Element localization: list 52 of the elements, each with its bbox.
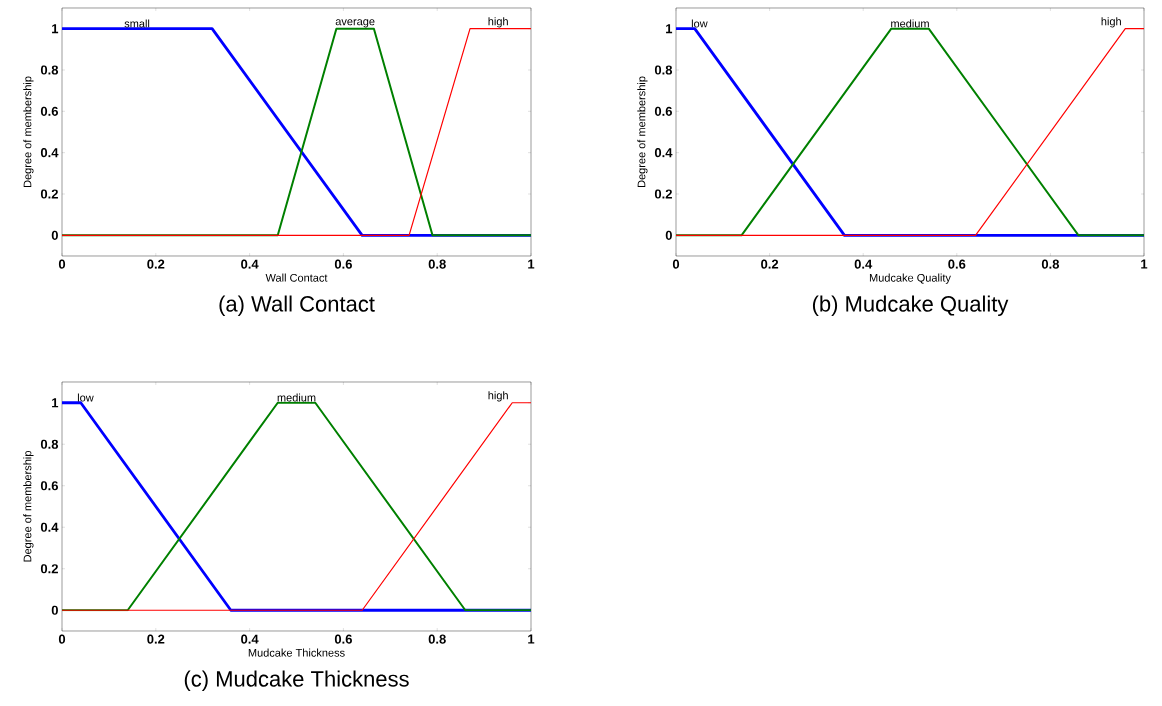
- y-tick-label: 0.4: [40, 148, 59, 158]
- x-tick-label: 1: [1141, 259, 1148, 269]
- series-label: high: [1101, 17, 1121, 28]
- x-tick-label: 1: [528, 259, 535, 269]
- y-tick-label: 0.4: [654, 148, 673, 158]
- x-tick-label: 0: [672, 259, 680, 269]
- series-label: medium: [891, 19, 929, 28]
- y-tick-label: 1: [52, 398, 59, 408]
- series-label: low: [691, 19, 708, 28]
- x-axis-title: Wall Contact: [265, 273, 328, 282]
- y-tick-label: 0: [665, 230, 672, 240]
- y-tick-label: 0.8: [40, 439, 59, 449]
- y-tick-label: 0: [51, 605, 58, 615]
- x-tick-label: 0.6: [334, 259, 352, 269]
- x-tick-label: 0.2: [147, 634, 165, 644]
- x-tick-label: 0.2: [761, 259, 779, 269]
- y-tick-label: 0.2: [40, 564, 58, 574]
- x-tick-label: 0.4: [854, 259, 873, 269]
- x-tick-label: 0.4: [241, 259, 259, 269]
- text: (a) Wall Contact: [219, 295, 375, 317]
- y-tick-label: 0.2: [40, 189, 58, 199]
- series-label: high: [488, 17, 508, 28]
- y-tick-label: 0.2: [654, 189, 672, 199]
- y-tick-label: 0.6: [654, 106, 672, 116]
- y-tick-label: 0.6: [40, 106, 59, 116]
- y-tick-label: 0.8: [40, 65, 59, 75]
- y-tick-label: 1: [666, 24, 673, 34]
- y-tick-label: 1: [52, 24, 59, 34]
- series-label: low: [77, 393, 94, 402]
- y-tick-label: 0.8: [654, 65, 673, 75]
- y-tick-label: 0.4: [40, 522, 59, 532]
- y-tick-label: 0: [51, 230, 58, 240]
- y-axis-title: Degree of membership: [23, 451, 34, 562]
- x-tick-label: 0.8: [428, 259, 446, 269]
- series-label: medium: [277, 393, 316, 402]
- x-tick-label: 0.6: [948, 259, 966, 269]
- y-axis-title: Degree of membership: [637, 76, 648, 188]
- y-tick-label: 0.6: [40, 481, 59, 491]
- x-tick-label: 0.4: [241, 634, 259, 644]
- series-label: small: [124, 19, 150, 28]
- text: (b) Mudcake Quality: [812, 295, 1009, 317]
- x-tick-label: 0.6: [334, 634, 352, 644]
- x-tick-label: 0.8: [428, 634, 446, 644]
- x-axis-title: Mudcake Quality: [869, 273, 951, 284]
- series-label: average: [335, 19, 375, 28]
- y-axis-title: Degree of membership: [23, 76, 34, 188]
- text: (c) Mudcake Thickness: [184, 670, 409, 692]
- x-tick-label: 0.8: [1041, 259, 1060, 269]
- series-label: high: [488, 391, 508, 402]
- x-axis-title: Mudcake Thickness: [248, 648, 345, 657]
- x-tick-label: 1: [528, 634, 535, 644]
- x-tick-label: 0.2: [147, 259, 165, 269]
